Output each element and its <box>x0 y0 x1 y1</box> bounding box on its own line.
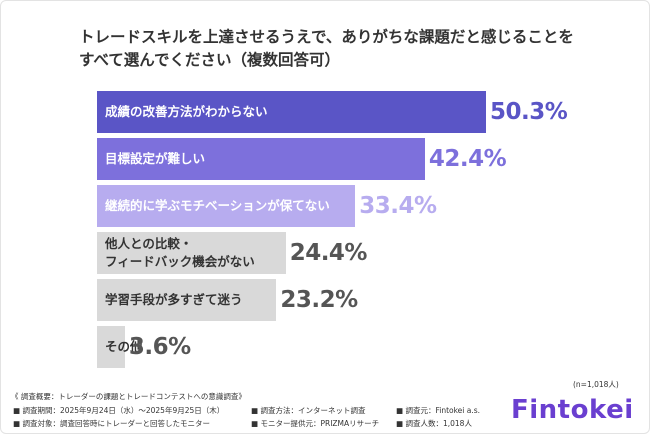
value-label: 42.4% <box>428 146 507 172</box>
bar <box>97 326 125 368</box>
survey-item: ■ 調査元：Fintokei a.s. <box>396 406 481 415</box>
bar-label: 学習手段が多すぎて迷う <box>105 292 243 307</box>
survey-item: ■ 調査人数：1,018人 <box>396 419 472 428</box>
bar <box>97 279 277 321</box>
bar <box>97 232 286 274</box>
bar <box>97 138 425 180</box>
bar-label: 成績の改善方法がわからない <box>105 104 268 119</box>
chart-title: すべて選んでください（複数回答可） <box>79 51 341 69</box>
bar <box>97 91 486 133</box>
bar <box>97 185 356 227</box>
value-label: 33.4% <box>359 193 437 219</box>
survey-item: ■ モニター提供元：PRIZMAリサーチ <box>251 419 380 428</box>
value-label: 3.6% <box>128 334 191 360</box>
survey-item: ■ 調査方法：インターネット調査 <box>251 406 366 415</box>
value-label: 24.4% <box>289 240 368 266</box>
survey-item: ■ 調査期間：2025年9月24日（水）～2025年9月25日（木） <box>13 406 225 415</box>
survey-item: ■ 調査対象：調査回答時にトレーダーと回答したモニター <box>13 419 210 428</box>
bar-label: 目標設定が難しい <box>105 151 206 166</box>
chart-title: トレードスキルを上達させるうえで、ありがちな課題だと感じることを <box>79 28 574 46</box>
logo: Fintokei <box>511 395 634 425</box>
bar-label: 他人との比較・ フィードバック機会がない <box>105 236 255 269</box>
sample-note: (n=1,018人) <box>573 380 619 389</box>
survey-heading: 《 調査概要：トレーダーの課題とトレードコンテストへの意識調査》 <box>11 392 246 401</box>
value-label: 50.3% <box>490 99 568 125</box>
value-label: 23.2% <box>280 287 358 313</box>
bar-label: 継続的に学ぶモチベーションが保てない <box>105 198 330 213</box>
bar-label: その他 <box>105 339 143 354</box>
